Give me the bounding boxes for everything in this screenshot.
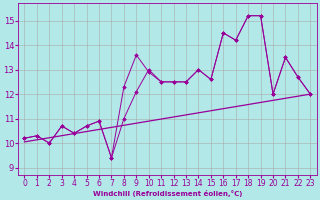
X-axis label: Windchill (Refroidissement éolien,°C): Windchill (Refroidissement éolien,°C): [93, 190, 242, 197]
